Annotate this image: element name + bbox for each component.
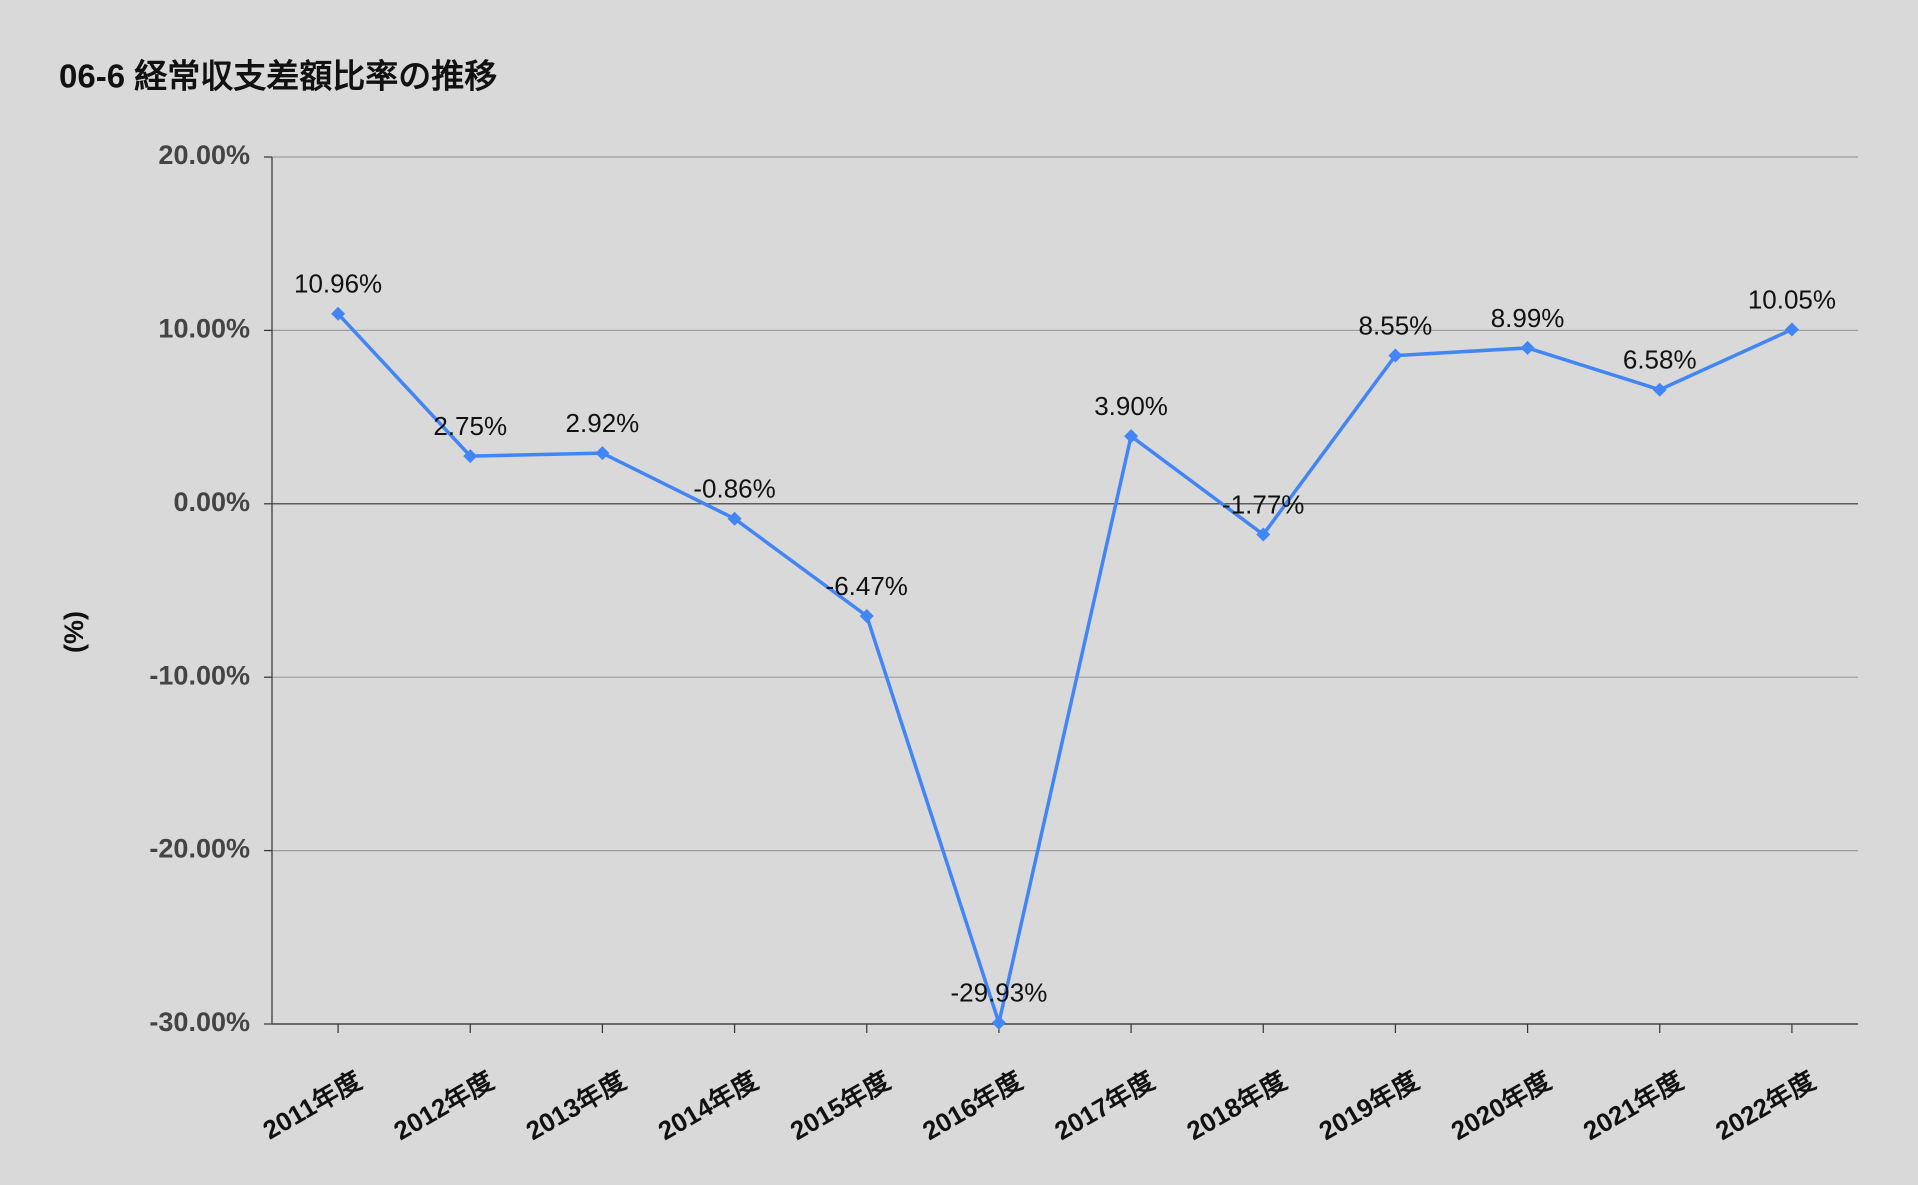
data-label: 10.05% [1748,284,1836,314]
y-tick-label: -30.00% [149,1007,250,1037]
point [595,446,610,461]
data-label: 2.75% [433,411,507,441]
y-tick-label: 20.00% [158,140,250,170]
x-tick-label: 2012年度 [389,1065,499,1146]
data-label: -0.86% [693,474,775,504]
x-tick-label: 2021年度 [1578,1065,1688,1146]
y-tick-label: 10.00% [158,314,250,344]
data-label: 2.92% [566,408,640,438]
point [331,306,346,321]
y-tick-label: 0.00% [173,487,250,517]
x-tick-label: 2014年度 [653,1065,763,1146]
point [859,608,874,623]
data-label: -6.47% [826,571,908,601]
x-tick-label: 2018年度 [1182,1065,1292,1146]
point [727,511,742,526]
data-label: -1.77% [1222,489,1304,519]
point [1124,429,1139,444]
point [1652,382,1667,397]
point [463,449,478,464]
point [1784,322,1799,337]
x-tick-label: 2022年度 [1710,1065,1820,1146]
x-tick-label: 2019年度 [1314,1065,1424,1146]
data-label: -29.93% [950,978,1047,1008]
x-tick-label: 2017年度 [1049,1065,1159,1146]
point [1388,348,1403,363]
data-label: 10.96% [294,269,382,299]
x-tick-label: 2020年度 [1446,1065,1556,1146]
data-label: 8.55% [1359,310,1433,340]
x-tick-label: 2013年度 [521,1065,631,1146]
y-tick-label: -10.00% [149,660,250,690]
x-tick-label: 2016年度 [917,1065,1027,1146]
y-axis-title: (%) [59,611,89,653]
point [1256,527,1271,542]
data-label: 3.90% [1094,391,1168,421]
chart-title: 06-6 経常収支差額比率の推移 [59,58,497,95]
line [336,312,1793,1025]
x-tick-label: 2011年度 [258,1065,367,1145]
point [1520,340,1535,355]
data-label: 6.58% [1623,345,1697,375]
y-tick-label: -20.00% [149,834,250,864]
data-label: 8.99% [1491,303,1565,333]
point [991,1015,1006,1030]
x-tick-label: 2015年度 [785,1065,895,1146]
